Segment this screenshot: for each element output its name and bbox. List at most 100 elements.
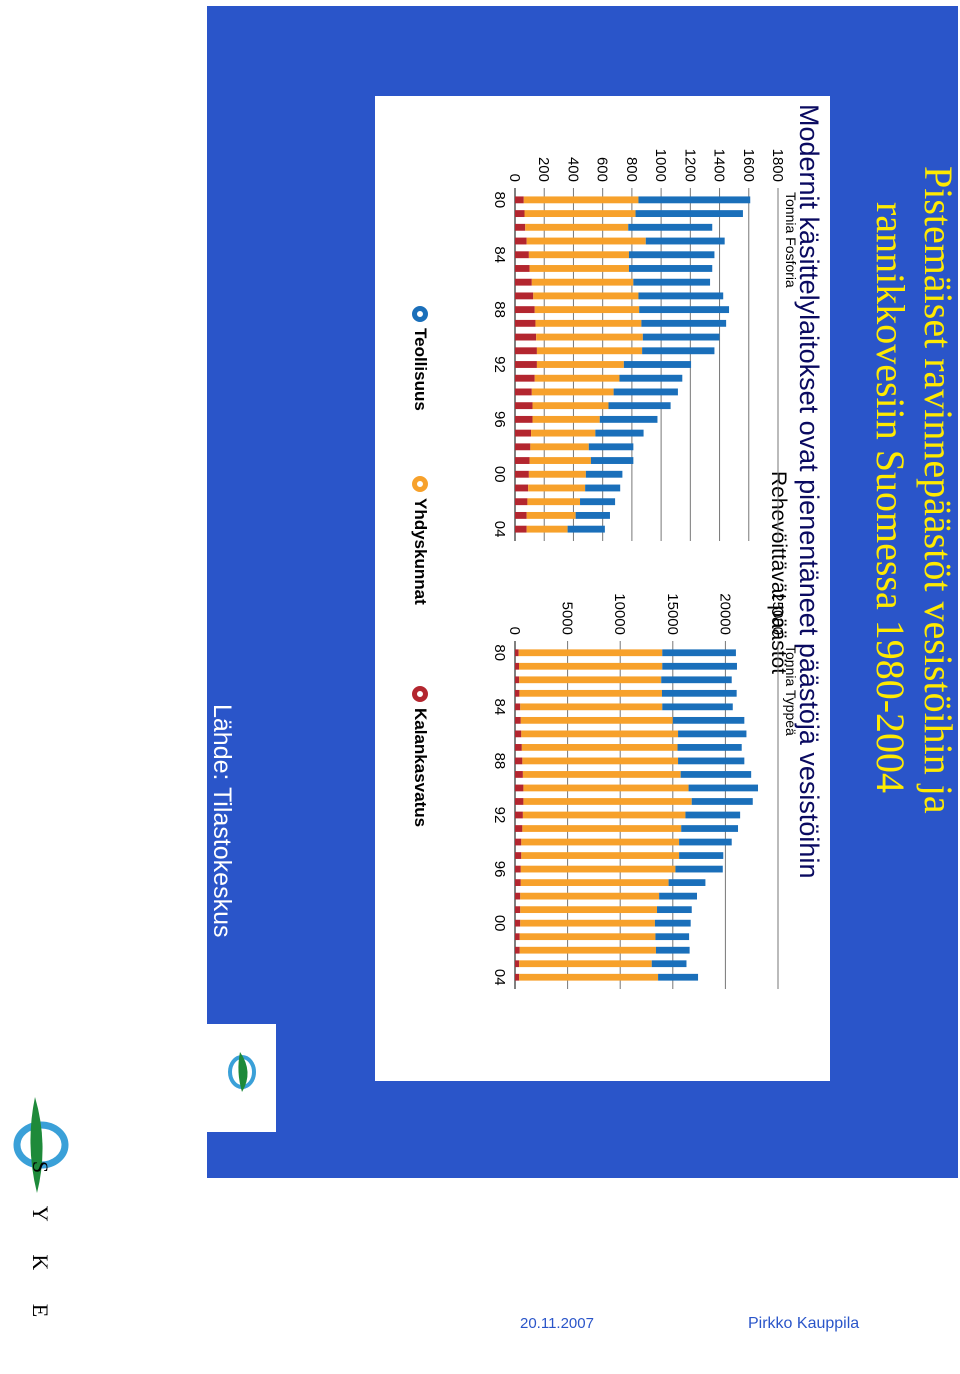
y-tick-label: 0 (506, 174, 523, 182)
x-tick-label: 88 (491, 301, 508, 318)
bar-segment (645, 237, 725, 245)
y-tick-label: 5000 (559, 602, 576, 635)
bar-segment (520, 892, 660, 900)
bar-segment (619, 374, 683, 382)
y-tick-label: 1600 (740, 149, 757, 182)
bar-segment (655, 933, 690, 941)
bar-segment (531, 429, 596, 437)
x-tick-label: 88 (491, 753, 508, 770)
bar-segment (628, 223, 713, 231)
bar-segment (522, 771, 681, 778)
bar-segment (515, 511, 527, 519)
syke-logo-footer: S Y K E (0, 1085, 82, 1331)
bar-segment (515, 457, 530, 464)
bar-segment (515, 946, 520, 954)
slide-background: Pistemäiset ravinnepäästöt vesistöihin j… (204, 6, 960, 1178)
bar-segment (668, 879, 706, 886)
charts-svg: 0 200 400 600 800 1000 1200 1400 1600 1800Tonnia … (491, 149, 799, 989)
bar-segment (515, 210, 525, 218)
bar-segment (628, 265, 713, 272)
bar-segment (527, 498, 581, 506)
y-tick-label: 800 (623, 157, 640, 182)
bar-segment (655, 946, 690, 954)
legend-label-yhdyskunnat: Yhdyskunnat (411, 498, 430, 605)
bar-segment (522, 825, 682, 832)
bar-segment (520, 703, 663, 711)
rotated-slide-content: Pistemäiset ravinnepäästöt vesistöihin j… (204, 6, 960, 1178)
y-axis-label: Tonnia Typpeä (783, 645, 799, 736)
bar-segment (515, 443, 531, 451)
bar-segment (525, 223, 629, 231)
bar-segment (678, 757, 745, 765)
bar-segment (514, 484, 529, 492)
bar-segment (520, 865, 676, 873)
y-tick-label: 400 (564, 157, 581, 182)
legend-item-teollisuus: Teollisuus (410, 306, 430, 411)
bar-segment (661, 676, 732, 684)
bar-segment (529, 457, 591, 464)
bar-segment (521, 744, 678, 751)
bar-segment (567, 525, 605, 533)
bar-segment (526, 511, 576, 519)
y-tick-label: 1400 (711, 149, 728, 182)
bar-segment (519, 676, 662, 684)
x-tick-label: 96 (491, 411, 508, 428)
bar-segment (662, 703, 733, 711)
bar-segment (514, 333, 537, 341)
x-tick-label: 00 (491, 466, 508, 483)
bar-segment (575, 511, 610, 519)
bar-segment (515, 852, 522, 859)
bar-segment (623, 361, 692, 368)
bar-segment (515, 771, 523, 778)
bar-segment (642, 347, 715, 355)
legend-item-kalankasvatus: Kalankasvatus (410, 686, 430, 827)
bar-segment (515, 429, 532, 437)
bar-segment (522, 811, 686, 819)
bar-segment (534, 374, 620, 382)
bar-segment (672, 716, 745, 724)
y-tick-label: 600 (594, 157, 611, 182)
bar-segment (639, 306, 730, 314)
syke-logo-text: S Y K E (28, 1160, 53, 1332)
y-tick-label: 0 (506, 627, 523, 635)
bar-segment (651, 960, 687, 968)
slide-title-line1: Pistemäiset ravinnepäästöt vesistöihin j… (916, 166, 960, 814)
bar-segment (528, 484, 586, 492)
syke-logo-small (204, 1024, 276, 1132)
bar-segment (519, 946, 656, 954)
bar-segment (521, 838, 680, 846)
bar-segment (677, 744, 742, 751)
syke-leaf-icon (13, 1097, 69, 1193)
bar-segment (659, 892, 697, 900)
y-tick-label: 1000 (652, 149, 669, 182)
footer-author: Pirkko Kauppila (748, 1315, 860, 1332)
y-tick-label: 15000 (664, 593, 681, 635)
bar-segment (515, 865, 521, 873)
bar-segment (534, 306, 640, 314)
bar-segment (535, 319, 642, 327)
bar-segment (675, 865, 723, 873)
bar-segment (519, 689, 662, 697)
y-tick-label: 25000 (769, 593, 786, 635)
bar-segment (679, 838, 732, 846)
bar-segment (515, 374, 535, 382)
bar-segment (515, 525, 527, 533)
bar-segment (533, 292, 639, 300)
bar-segment (515, 973, 520, 981)
bar-segment (688, 784, 759, 792)
bar-segment (531, 278, 634, 286)
bar-segment (679, 852, 724, 859)
bar-segment (518, 649, 663, 657)
bar-segment (514, 278, 532, 286)
bar-segment (520, 716, 673, 724)
bar-segment (519, 960, 652, 968)
bar-segment (515, 933, 520, 941)
bar-segment (661, 689, 737, 697)
bar-segment (678, 730, 747, 738)
bar-segment (519, 933, 656, 941)
source-label: Lähde: Tilastokeskus (208, 704, 236, 938)
bar-segment (515, 906, 521, 914)
bar-segment (585, 470, 623, 478)
syke-leaf-icon (228, 1052, 256, 1092)
bar-segment (515, 811, 523, 819)
